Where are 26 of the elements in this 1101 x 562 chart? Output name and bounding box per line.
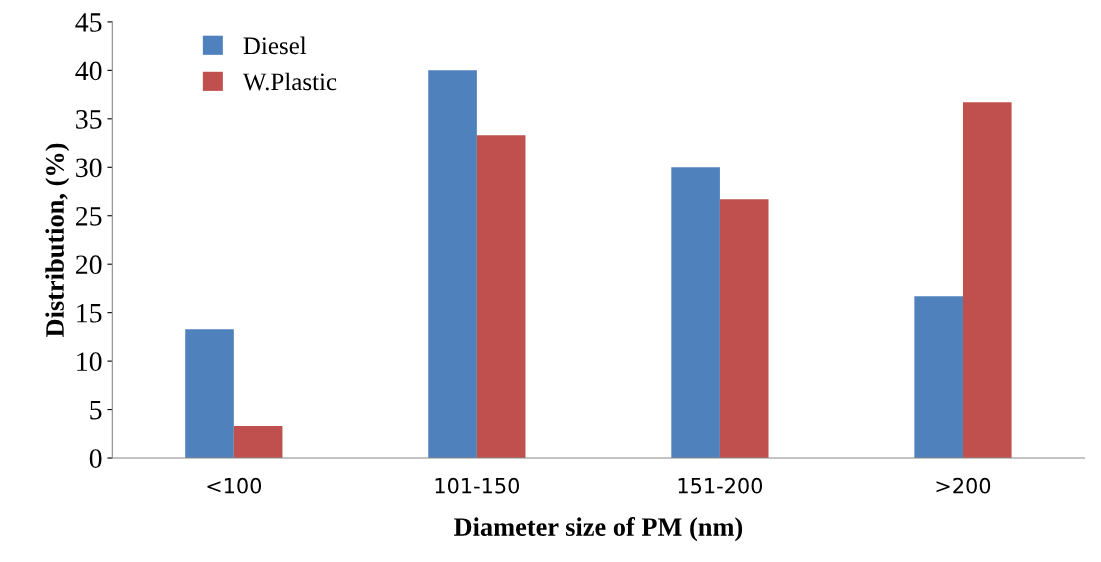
y-tick-label: 30: [76, 158, 102, 178]
y-tick-label: 35: [76, 110, 102, 129]
x-axis-title: Diameter size of PM (nm): [454, 517, 743, 542]
bar: [476, 135, 526, 459]
y-axis-title: Distribution, (%): [45, 143, 70, 337]
bar: [671, 167, 720, 459]
y-tick-label: 15: [77, 303, 102, 323]
x-tick-label: >200: [936, 477, 991, 494]
y-tick-label: 45: [75, 13, 102, 32]
bar: [719, 199, 769, 459]
bar: [428, 70, 477, 459]
legend-label: Diesel: [243, 36, 307, 55]
y-tick-label: 40: [75, 61, 102, 81]
bar: [233, 426, 283, 459]
y-tick-label: 20: [76, 255, 102, 275]
bar: [185, 329, 234, 459]
y-tick-label: 25: [76, 206, 102, 226]
x-tick-label: 151-200: [678, 477, 763, 494]
y-tick-label: 0: [89, 449, 102, 468]
y-tick-label: 10: [77, 352, 102, 372]
bar: [962, 102, 1012, 459]
y-tick-label: 5: [90, 401, 102, 420]
x-tick-label: <100: [207, 477, 262, 494]
bar: [914, 296, 963, 459]
x-tick-label: 101-150: [435, 477, 520, 494]
legend-label: W.Plastic: [242, 72, 337, 91]
